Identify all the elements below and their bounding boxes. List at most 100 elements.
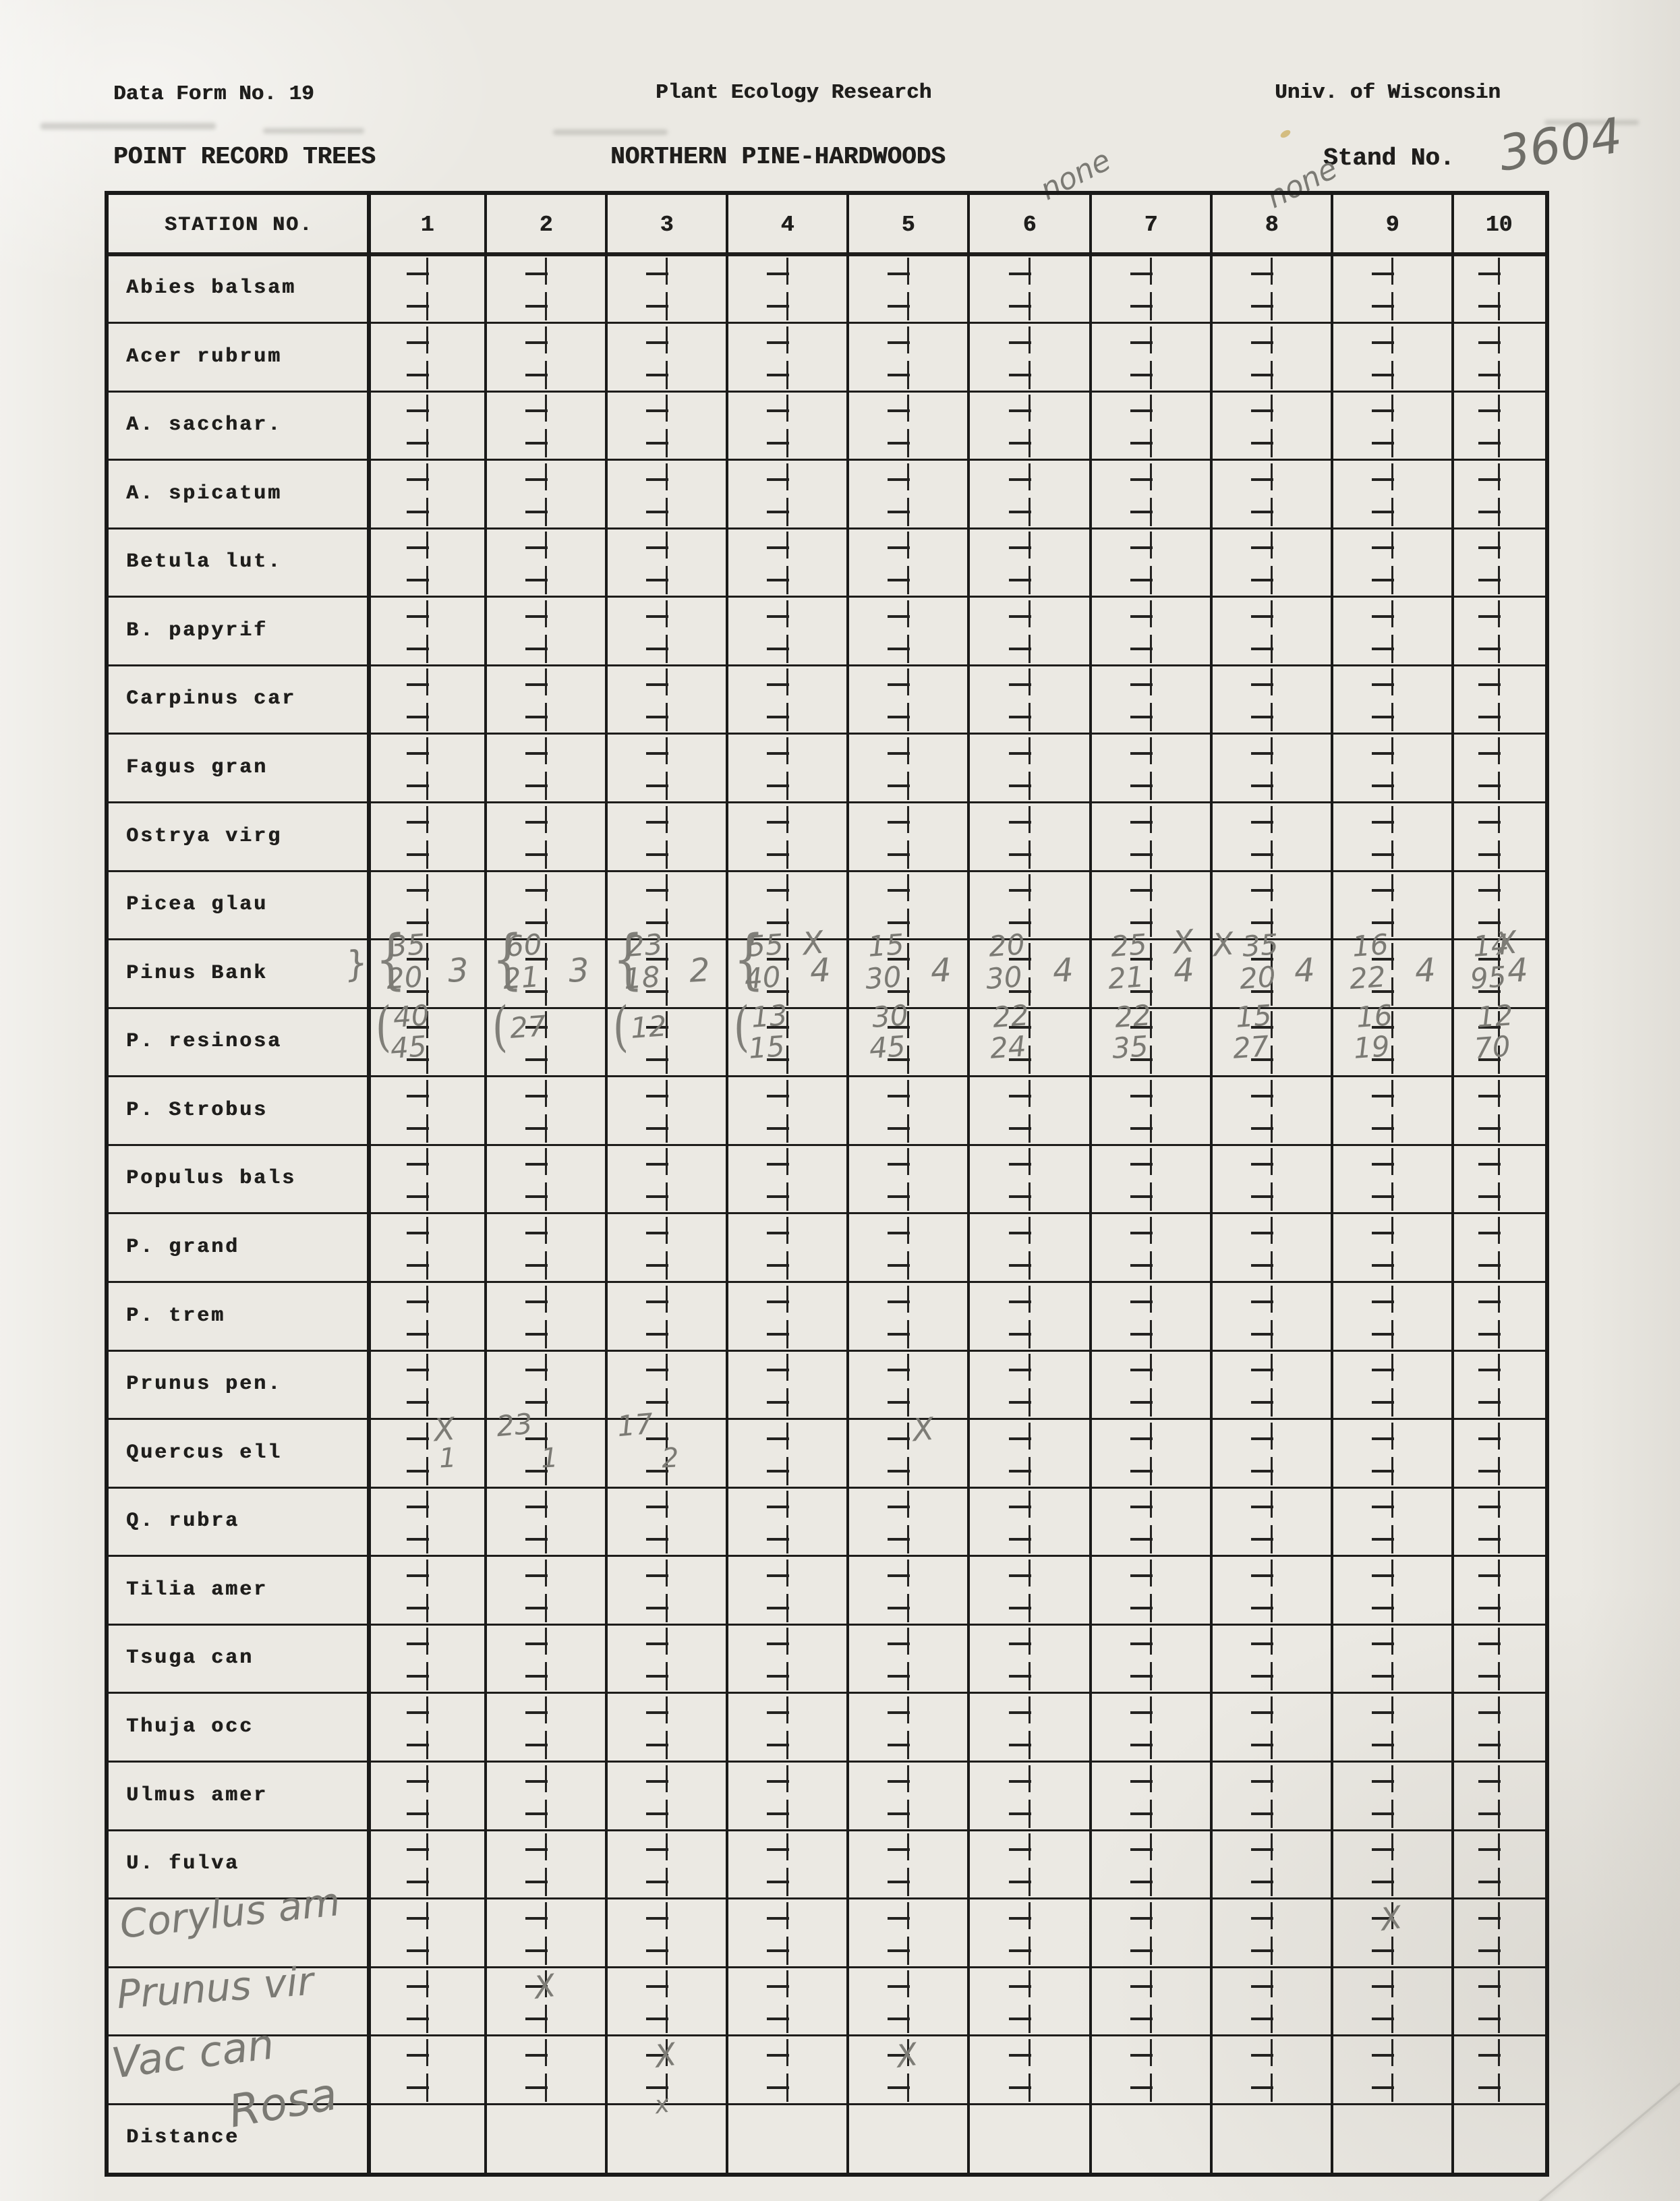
cell-dash-horizontal	[1478, 1263, 1501, 1267]
cell-dash-vertical	[426, 874, 428, 902]
p-resinosa-value: 24	[989, 1029, 1028, 1066]
cell-dash-horizontal	[1008, 921, 1031, 925]
cell-dash-horizontal	[1130, 1332, 1153, 1336]
cell-dash-horizontal	[645, 683, 668, 687]
cell-dash-horizontal	[645, 1506, 668, 1509]
cell-dash-horizontal	[525, 1916, 548, 1920]
cell-dash-horizontal	[1250, 1369, 1273, 1372]
cell-dash-vertical	[907, 1148, 909, 1176]
cell-dash-horizontal	[525, 647, 548, 650]
cell-dash-horizontal	[406, 1574, 429, 1577]
cell-dash-horizontal	[1478, 1675, 1501, 1678]
cell-dash-vertical	[907, 1491, 909, 1518]
station-column-line	[1331, 195, 1333, 2173]
cell-dash-horizontal	[1250, 1574, 1273, 1577]
cell-dash-horizontal	[1250, 1437, 1273, 1440]
cell-dash-horizontal	[406, 1437, 429, 1440]
cell-dash-vertical	[426, 942, 428, 970]
cell-dash-horizontal	[766, 510, 789, 513]
cell-dash-vertical	[1271, 2038, 1273, 2066]
cell-dash-horizontal	[1130, 1437, 1153, 1440]
cell-dash-vertical	[786, 1559, 788, 1587]
cell-dash-horizontal	[1008, 2018, 1031, 2021]
row-line	[109, 1761, 1545, 1763]
station-column-line	[605, 195, 608, 2173]
cell-dash-horizontal	[1008, 1675, 1031, 1678]
cell-dash-vertical	[1029, 463, 1031, 490]
cell-dash-horizontal	[525, 1538, 548, 1541]
cell-dash-horizontal	[406, 990, 429, 993]
species-label: Picea glau	[126, 893, 268, 917]
cell-dash-horizontal	[525, 1332, 548, 1336]
cell-dash-vertical	[1391, 1422, 1393, 1450]
row-line	[109, 869, 1545, 872]
cell-dash-horizontal	[645, 579, 668, 582]
cell-dash-horizontal	[887, 1779, 910, 1783]
cell-dash-horizontal	[1130, 1469, 1153, 1473]
cell-dash-horizontal	[766, 2018, 789, 2021]
cell-dash-horizontal	[1371, 1332, 1394, 1336]
cell-dash-vertical	[1029, 1079, 1031, 1107]
station-column-line	[1210, 195, 1213, 2173]
cell-dash-horizontal	[887, 1437, 910, 1440]
species-label: P. grand	[126, 1235, 240, 1259]
cell-dash-vertical	[1498, 1970, 1500, 1998]
cell-dash-vertical	[786, 2038, 788, 2066]
cell-dash-horizontal	[525, 341, 548, 344]
cell-dash-vertical	[666, 1765, 668, 1792]
cell-dash-vertical	[1150, 874, 1152, 902]
cell-dash-horizontal	[645, 957, 668, 961]
cell-dash-vertical	[666, 1902, 668, 1929]
cell-dash-horizontal	[645, 1263, 668, 1267]
cell-dash-horizontal	[1478, 1916, 1501, 1920]
header-separator-line	[109, 252, 1545, 256]
cell-dash-horizontal	[766, 1401, 789, 1404]
cell-dash-horizontal	[645, 341, 668, 344]
cell-dash-horizontal	[1478, 1606, 1501, 1609]
cell-dash-horizontal	[1250, 442, 1273, 445]
cell-dash-vertical	[1029, 1970, 1031, 1998]
cell-dash-vertical	[786, 258, 788, 285]
cell-dash-horizontal	[887, 1300, 910, 1303]
cell-dash-vertical	[1029, 1354, 1031, 1381]
station-column-line	[726, 195, 728, 2173]
cell-dash-horizontal	[1130, 1743, 1153, 1746]
cell-dash-horizontal	[1130, 273, 1153, 275]
cell-dash-horizontal	[525, 990, 548, 993]
cell-dash-vertical	[1029, 1559, 1031, 1587]
pinus-bank-value: 20	[1238, 959, 1277, 996]
cell-dash-horizontal	[1250, 273, 1273, 275]
cell-dash-vertical	[1150, 668, 1152, 696]
p-resinosa-value: 19	[1352, 1029, 1391, 1066]
cell-dash-horizontal	[1478, 1985, 1501, 1989]
cell-dash-vertical	[1150, 326, 1152, 353]
cell-dash-vertical	[786, 942, 788, 970]
cell-dash-horizontal	[1250, 510, 1273, 513]
cell-dash-horizontal	[1130, 1574, 1153, 1577]
row-line	[109, 1281, 1545, 1284]
cell-dash-horizontal	[1130, 647, 1153, 650]
cell-dash-vertical	[1391, 395, 1393, 422]
cell-dash-vertical	[1029, 668, 1031, 696]
cell-dash-vertical	[1150, 1148, 1152, 1176]
cell-dash-vertical	[545, 1148, 547, 1176]
cell-dash-horizontal	[1478, 341, 1501, 344]
cell-dash-horizontal	[1008, 2086, 1031, 2089]
cell-dash-vertical	[545, 1354, 547, 1381]
cell-dash-horizontal	[1250, 751, 1273, 755]
cell-dash-horizontal	[1250, 305, 1273, 308]
cell-dash-horizontal	[766, 784, 789, 787]
cell-dash-vertical	[1029, 1011, 1031, 1039]
pinus-bank-value: 20	[385, 959, 424, 996]
cell-dash-vertical	[1029, 1422, 1031, 1450]
cell-dash-horizontal	[1371, 546, 1394, 550]
row-line	[109, 1966, 1545, 1968]
cell-dash-vertical	[545, 1833, 547, 1861]
stand-no-label: Stand No.	[1323, 144, 1455, 172]
cell-dash-horizontal	[766, 1231, 789, 1234]
cell-dash-horizontal	[1008, 1026, 1031, 1029]
cell-dash-horizontal	[1250, 820, 1273, 824]
cell-dash-vertical	[1271, 532, 1273, 559]
cell-dash-horizontal	[1371, 1126, 1394, 1130]
